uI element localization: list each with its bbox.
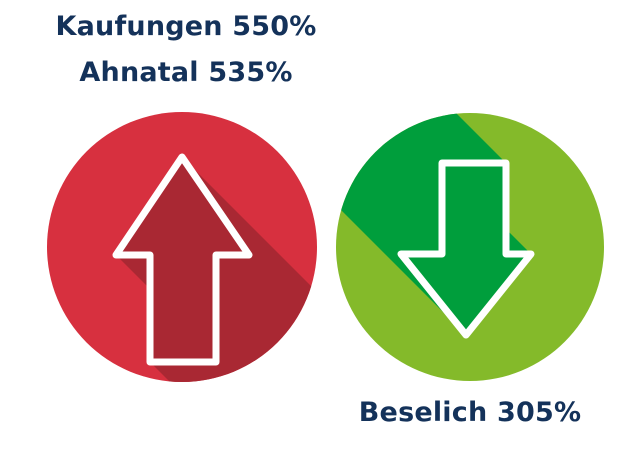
increase-label-kaufungen: Kaufungen 550%: [55, 11, 317, 42]
decrease-circle-icon: [336, 113, 604, 381]
decrease-label-beselich: Beselich 305%: [358, 397, 582, 428]
increase-label-ahnatal: Ahnatal 535%: [79, 57, 293, 88]
increase-circle-icon: [47, 112, 317, 382]
arrow-up-icon: [112, 153, 253, 366]
arrow-down-icon: [397, 159, 535, 339]
